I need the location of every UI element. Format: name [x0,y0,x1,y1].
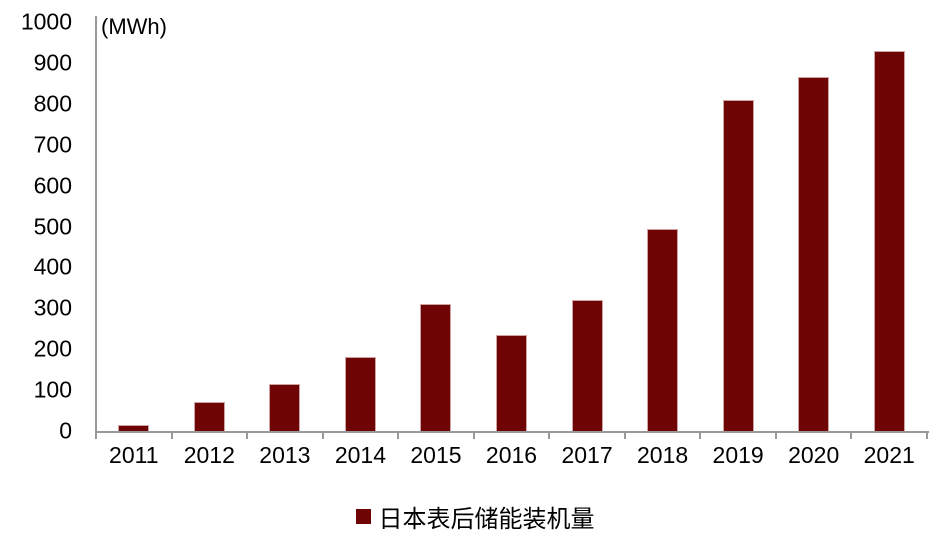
legend-swatch [355,509,371,524]
x-axis-tick [926,431,928,439]
bar-2016 [496,335,527,431]
x-axis-tick [699,431,702,439]
x-label-2016: 2016 [485,442,538,468]
bar-2019 [723,100,754,431]
bar-2017 [572,300,603,431]
bar-2015 [420,304,451,431]
x-axis-tick [850,431,853,439]
x-axis-tick [472,431,475,439]
bar-2011 [118,425,149,431]
y-tick-label-600: 600 [33,172,72,199]
y-tick-label-900: 900 [33,49,72,76]
y-tick-label-0: 0 [59,417,72,444]
x-label-2017: 2017 [561,442,613,468]
x-axis-tick [548,431,551,439]
bar-2012 [194,402,225,431]
bar-2020 [798,77,829,431]
x-axis-tick [774,431,777,439]
y-axis-line [95,16,97,433]
y-tick-label-800: 800 [33,90,72,117]
bar-2021 [874,51,905,431]
x-label-2014: 2014 [334,442,386,468]
y-tick-label-200: 200 [33,335,72,362]
y-axis-unit-label: (MWh) [101,14,167,39]
x-label-2015: 2015 [410,442,462,468]
x-label-2013: 2013 [259,442,311,468]
y-tick-label-500: 500 [33,213,72,239]
y-tick-label-100: 100 [33,376,72,403]
x-label-2021: 2021 [863,442,915,468]
x-label-2011: 2011 [109,442,159,468]
x-label-2020: 2020 [788,442,840,468]
bar-2014 [345,357,376,431]
x-label-2019: 2019 [712,442,764,468]
x-label-2012: 2012 [183,442,235,468]
x-axis-tick [246,431,249,439]
legend-label: 日本表后储能装机量 [378,506,595,533]
x-label-2018: 2018 [636,442,689,468]
bar-2018 [647,229,678,431]
x-axis-tick [623,431,626,439]
y-tick-label-700: 700 [33,131,72,158]
x-axis-tick [321,431,324,439]
legend: 日本表后储能装机量 [0,499,950,534]
x-axis-tick [397,431,400,439]
x-axis-tick [95,431,97,439]
y-tick-label-400: 400 [33,253,72,280]
bar-2013 [269,384,300,431]
x-axis-line [95,431,929,433]
x-axis-tick [170,431,173,439]
y-tick-label-1000: 1000 [20,8,72,35]
y-tick-label-300: 300 [33,294,72,321]
